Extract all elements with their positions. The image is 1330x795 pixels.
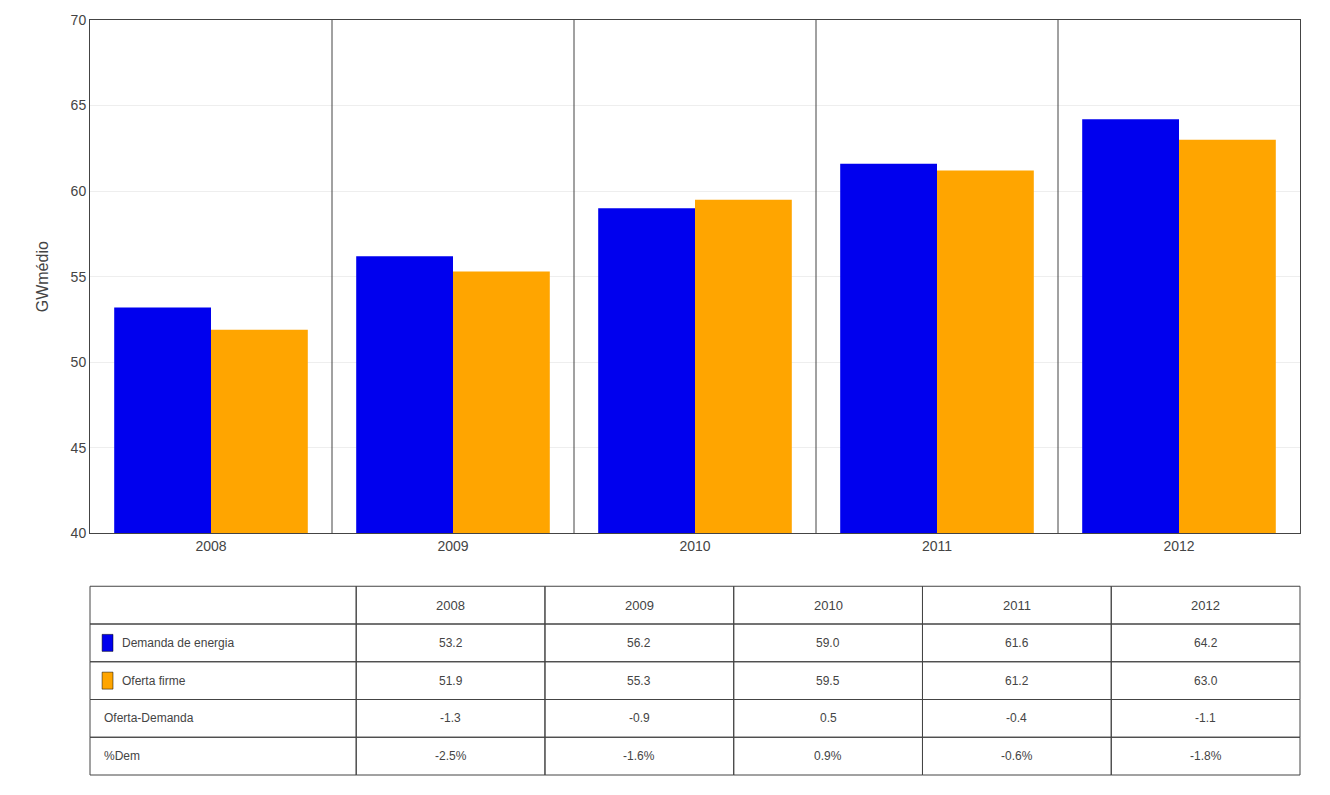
- svg-text:51.9: 51.9: [439, 674, 463, 688]
- svg-text:2011: 2011: [1003, 598, 1031, 613]
- svg-text:59.5: 59.5: [816, 674, 840, 688]
- svg-text:2012: 2012: [1191, 598, 1220, 613]
- svg-text:61.2: 61.2: [1005, 674, 1029, 688]
- svg-text:40: 40: [71, 525, 87, 541]
- svg-text:65: 65: [71, 97, 87, 113]
- svg-text:56.2: 56.2: [627, 636, 651, 650]
- svg-text:-0.9: -0.9: [629, 711, 650, 725]
- svg-text:-1.1: -1.1: [1195, 711, 1216, 725]
- svg-text:Oferta firme: Oferta firme: [122, 674, 186, 688]
- svg-text:2008: 2008: [195, 538, 226, 554]
- svg-text:-0.4: -0.4: [1006, 711, 1027, 725]
- svg-text:63.0: 63.0: [1194, 674, 1218, 688]
- svg-text:60: 60: [71, 183, 87, 199]
- svg-text:-1.3: -1.3: [440, 711, 461, 725]
- svg-text:0.9%: 0.9%: [814, 749, 842, 763]
- svg-text:-0.6%: -0.6%: [1001, 749, 1033, 763]
- svg-text:61.6: 61.6: [1005, 636, 1029, 650]
- svg-text:55: 55: [71, 269, 87, 285]
- svg-text:2010: 2010: [814, 598, 843, 613]
- svg-text:%Dem: %Dem: [104, 749, 140, 763]
- svg-text:Oferta-Demanda: Oferta-Demanda: [104, 711, 194, 725]
- svg-text:55.3: 55.3: [627, 674, 651, 688]
- svg-text:2009: 2009: [437, 538, 468, 554]
- svg-text:2010: 2010: [679, 538, 710, 554]
- svg-text:-1.6%: -1.6%: [623, 749, 655, 763]
- svg-text:45: 45: [71, 440, 87, 456]
- svg-text:Demanda de energia: Demanda de energia: [122, 636, 234, 650]
- svg-text:70: 70: [71, 12, 87, 28]
- svg-text:2012: 2012: [1163, 538, 1194, 554]
- svg-text:59.0: 59.0: [816, 636, 840, 650]
- svg-text:50: 50: [71, 354, 87, 370]
- svg-text:GWmédio: GWmédio: [34, 241, 51, 312]
- svg-text:-1.8%: -1.8%: [1190, 749, 1222, 763]
- svg-text:53.2: 53.2: [439, 636, 463, 650]
- svg-text:64.2: 64.2: [1194, 636, 1218, 650]
- svg-text:2009: 2009: [625, 598, 654, 613]
- svg-text:2011: 2011: [922, 538, 952, 554]
- svg-text:-2.5%: -2.5%: [435, 749, 467, 763]
- svg-text:2008: 2008: [436, 598, 465, 613]
- svg-text:0.5: 0.5: [820, 711, 837, 725]
